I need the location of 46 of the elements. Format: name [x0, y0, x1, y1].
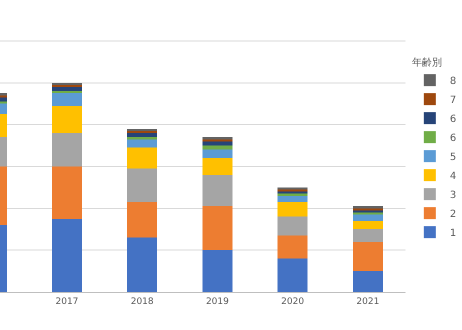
x-tick-label: 2018 — [130, 296, 154, 307]
bar — [202, 150, 232, 158]
bar — [127, 148, 158, 169]
bar — [352, 212, 383, 215]
bar — [202, 206, 232, 250]
bar — [127, 132, 158, 138]
bar — [127, 202, 158, 238]
bar — [127, 168, 158, 202]
x-tick-label: 2017 — [55, 296, 78, 307]
legend-label: 5 — [450, 152, 456, 164]
bar — [202, 141, 232, 146]
bar — [202, 158, 232, 175]
bar — [352, 242, 383, 272]
legend-label: 7 — [450, 95, 456, 106]
bar — [352, 220, 383, 230]
bar — [52, 86, 82, 92]
bar — [278, 189, 308, 192]
bar — [352, 214, 383, 221]
bar — [52, 93, 82, 106]
bar — [352, 229, 383, 242]
bar — [52, 132, 82, 166]
legend-label: 1 — [450, 228, 456, 240]
bar — [127, 139, 158, 148]
legend-label: 3 — [450, 190, 456, 202]
bar — [278, 236, 308, 259]
x-tick-label: 2020 — [281, 296, 304, 307]
bar — [52, 166, 82, 219]
bar — [52, 218, 82, 292]
x-tick-label: 2021 — [356, 296, 380, 307]
legend-label: 8 — [450, 76, 456, 88]
bar — [278, 216, 308, 236]
bar — [278, 202, 308, 217]
legend-label: 2 — [450, 209, 456, 220]
legend-label: 6 — [450, 114, 456, 126]
legend-label: 6 — [450, 133, 456, 144]
bar — [352, 271, 383, 292]
legend-title: 年齢別 — [412, 56, 442, 69]
bar — [202, 146, 232, 150]
x-tick-label: 2019 — [206, 296, 230, 307]
legend-label: 4 — [450, 171, 456, 182]
bar — [202, 250, 232, 292]
bar — [52, 106, 82, 133]
bar — [278, 196, 308, 202]
bar — [202, 174, 232, 206]
bar — [127, 238, 158, 292]
bar — [278, 258, 308, 292]
